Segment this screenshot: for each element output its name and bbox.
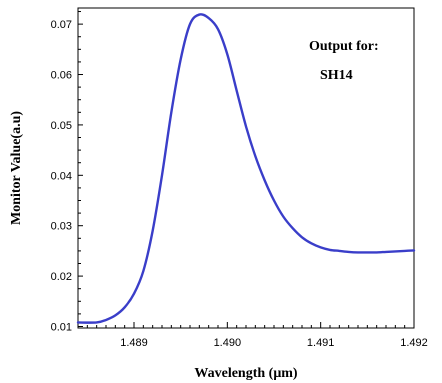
x-axis: 1.489 1.490 1.491 1.492: [77, 322, 428, 349]
plot-frame: [77, 7, 415, 329]
y-tick-label: 0.03: [51, 221, 72, 233]
y-tick-label: 0.07: [51, 19, 72, 31]
y-axis-title: Monitor Value(a.u): [9, 111, 24, 225]
y-tick-label: 0.04: [51, 170, 72, 182]
y-tick-label: 0.02: [51, 271, 72, 283]
y-tick-label: 0.05: [51, 120, 72, 132]
annotation-output-for: Output for:: [309, 39, 379, 54]
annotation-sh14: SH14: [320, 68, 353, 83]
y-tick-label: 0.06: [51, 70, 72, 82]
x-tick-label: 1.491: [307, 337, 335, 349]
x-tick-label: 1.492: [400, 337, 428, 349]
x-axis-title: Wavelength (μm): [194, 366, 298, 381]
data-series-line: [76, 13, 416, 324]
y-axis: 0.01 0.02 0.03 0.04 0.05 0.06 0.07: [51, 11, 83, 333]
y-tick-label: 0.01: [51, 321, 72, 333]
x-tick-label: 1.489: [120, 337, 148, 349]
x-tick-label: 1.490: [214, 337, 242, 349]
